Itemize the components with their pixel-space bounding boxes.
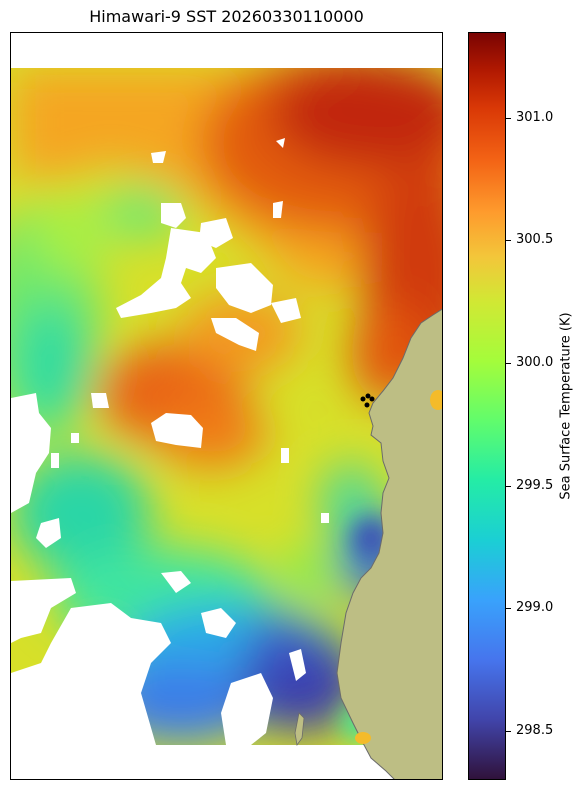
colorbar-tick-label: 298.5 [516, 723, 554, 738]
station-marker [364, 402, 370, 408]
station-marker [360, 396, 366, 402]
colorbar-tick-label: 300.5 [516, 232, 554, 247]
colorbar-tick-label: 299.0 [516, 600, 554, 615]
warm-patch-south-coast [355, 732, 371, 744]
colorbar-tick-label: 299.5 [516, 478, 554, 493]
station-marker [365, 393, 371, 399]
colorbar-tick [506, 363, 511, 364]
colorbar-tick [506, 118, 511, 119]
missing-data-mask [11, 33, 442, 779]
colorbar-tick [506, 486, 511, 487]
colorbar-tick [506, 731, 511, 732]
map-title: Himawari-9 SST 20260330110000 [89, 7, 364, 26]
colorbar-label: Sea Surface Temperature (K) [558, 312, 574, 500]
colorbar-tick-label: 300.0 [516, 355, 554, 370]
warm-patch-coast [430, 390, 442, 410]
sst-map-canvas [11, 33, 442, 779]
colorbar [468, 32, 506, 780]
station-markers [360, 393, 375, 408]
colorbar-tick [506, 608, 511, 609]
island-land [294, 712, 305, 747]
sst-field [11, 68, 442, 745]
colorbar-tick [506, 240, 511, 241]
colorbar-tick-label: 301.0 [516, 110, 554, 125]
sst-map [10, 32, 443, 780]
station-marker [369, 396, 375, 402]
